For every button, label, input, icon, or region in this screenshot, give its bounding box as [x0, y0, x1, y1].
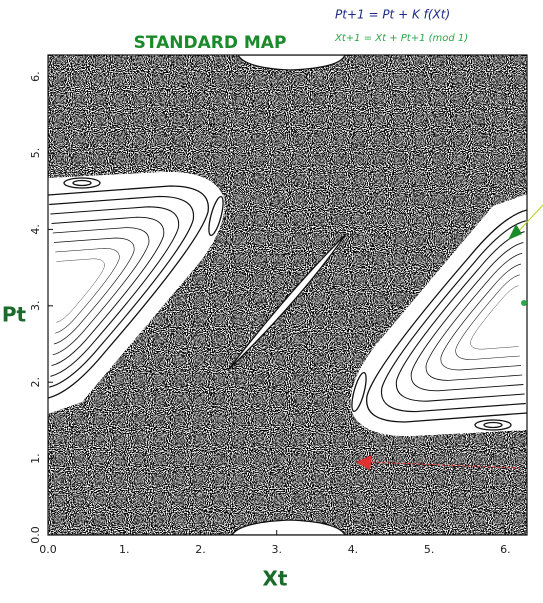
island	[48, 171, 225, 414]
x-tick-label: 3.	[271, 543, 282, 556]
y-tick-label: 4.	[29, 224, 42, 235]
x-tick-label: 0.0	[39, 543, 57, 556]
y-tick-label: 5.	[29, 148, 42, 159]
plot-frame	[47, 54, 528, 536]
x-tick-label: 4.	[348, 543, 359, 556]
x-tick-label: 1.	[119, 543, 130, 556]
red-arrow	[356, 455, 521, 470]
y-tick-label: 0.0	[29, 526, 42, 544]
x-tick-label: 5.	[424, 543, 435, 556]
y-tick-label: 6.	[29, 71, 42, 82]
y-tick-label: 1.	[29, 453, 42, 464]
x-axis-label: Xt	[263, 567, 288, 591]
x-tick-label: 6.	[500, 543, 511, 556]
x-tick-label: 2.	[195, 543, 206, 556]
bottom-island	[231, 519, 346, 535]
annotation: Pt+1 = Pt + K f(Xt)	[335, 8, 450, 22]
green-arrow	[508, 204, 543, 306]
chaotic-sea	[48, 55, 527, 535]
top-island	[237, 55, 346, 71]
y-tick-label: 2.	[29, 377, 42, 388]
chart-title: STANDARD MAP	[134, 33, 287, 53]
center-island	[227, 233, 347, 371]
y-axis-label: Pt	[2, 303, 27, 327]
annotation: Xt+1 = Xt + Pt+1 (mod 1)	[334, 33, 468, 44]
y-tick-label: 3.	[29, 301, 42, 312]
